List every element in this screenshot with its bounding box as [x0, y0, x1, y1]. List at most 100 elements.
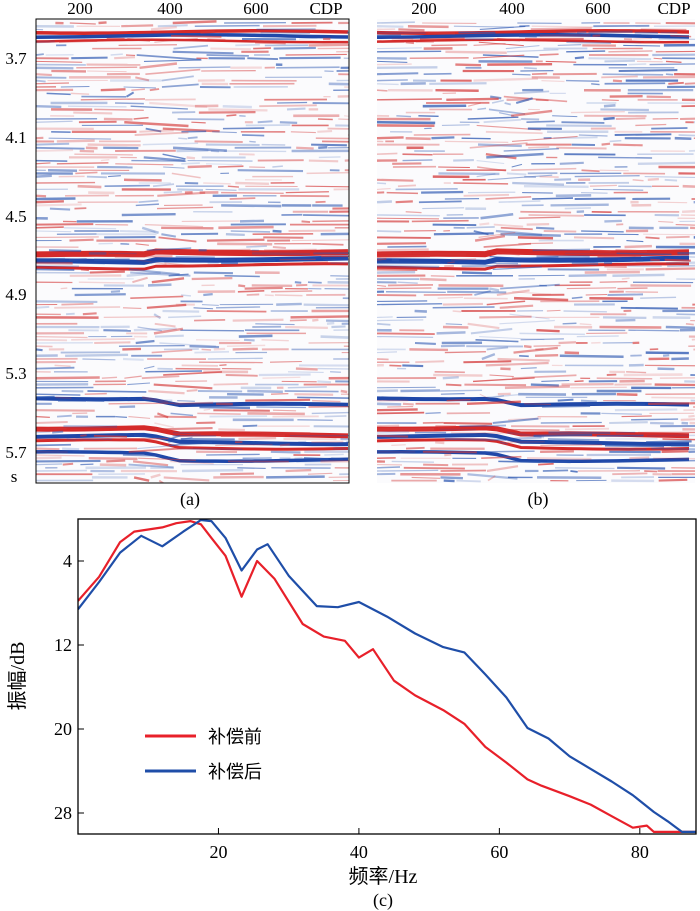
seismic-trace [128, 446, 194, 453]
seismic-trace [285, 191, 329, 194]
seismic-trace [539, 175, 559, 178]
seismic-trace [479, 222, 490, 226]
seismic-trace [402, 153, 433, 156]
seismic-trace [216, 306, 261, 309]
seismic-trace [486, 152, 544, 159]
seismic-reflector [36, 432, 349, 447]
seismic-trace [477, 107, 487, 111]
seismic-trace [664, 258, 691, 262]
seismic-reflector [36, 29, 349, 35]
seismic-panel-a-image [36, 20, 349, 483]
seismic-trace [467, 322, 500, 330]
seismic-trace [397, 184, 416, 188]
seismic-trace [431, 136, 455, 140]
seismic-trace [247, 412, 305, 416]
seismic-trace [478, 41, 524, 47]
seismic-trace [186, 156, 196, 160]
seismic-trace [581, 169, 600, 173]
seismic-trace [168, 315, 202, 319]
seismic-trace [493, 223, 524, 228]
panel-b-xtick-200: 200 [411, 0, 437, 18]
seismic-trace [213, 409, 270, 412]
seismic-trace [511, 135, 578, 142]
seismic-trace [145, 370, 203, 373]
seismic-trace [149, 101, 208, 109]
seismic-trace [80, 98, 146, 101]
seismic-trace [492, 417, 539, 425]
seismic-trace [230, 230, 271, 233]
seismic-trace [153, 383, 213, 390]
seismic-trace [614, 408, 678, 412]
seismic-trace [479, 393, 491, 400]
seismic-trace [73, 111, 113, 115]
seismic-trace [377, 187, 391, 190]
seismic-trace [405, 136, 431, 141]
chart-frame [77, 518, 697, 835]
seismic-trace [662, 438, 695, 441]
seismic-trace [607, 293, 644, 296]
y-tick-label: 12 [54, 635, 72, 655]
seismic-trace [237, 169, 304, 173]
seismic-trace [411, 476, 441, 479]
seismic-trace [87, 70, 127, 73]
seismic-trace [400, 389, 440, 393]
seismic-trace [237, 467, 266, 469]
seismic-trace [501, 252, 564, 256]
seismic-trace [377, 200, 392, 204]
seismic-trace [605, 444, 665, 448]
seismic-trace [440, 344, 465, 348]
seismic-trace [36, 40, 55, 44]
seismic-trace [36, 335, 88, 339]
seismic-trace [612, 273, 665, 278]
panel-b-xtick-400: 400 [499, 0, 525, 18]
seismic-trace [621, 415, 652, 418]
seismic-trace [72, 450, 81, 453]
seismic-trace [69, 22, 96, 25]
seismic-trace [219, 31, 259, 34]
seismic-trace [444, 140, 509, 143]
seismic-trace [377, 25, 404, 28]
seismic-trace [558, 341, 577, 345]
seismic-trace [601, 142, 611, 146]
seismic-trace [336, 69, 349, 72]
seismic-trace [520, 338, 564, 341]
seismic-reflector [36, 425, 349, 439]
seismic-trace [532, 248, 591, 252]
seismic-trace [137, 444, 176, 450]
seismic-trace [80, 268, 90, 272]
seismic-trace [224, 275, 260, 278]
seismic-trace [163, 190, 183, 194]
seismic-trace [296, 146, 314, 150]
seismic-trace [336, 79, 349, 82]
seismic-trace [591, 83, 600, 86]
seismic-trace [161, 75, 194, 82]
seismic-trace [411, 219, 469, 223]
seismic-trace [172, 111, 196, 114]
seismic-trace [512, 291, 552, 295]
seismic-trace [146, 247, 192, 251]
seismic-trace [308, 405, 349, 408]
seismic-trace [453, 25, 514, 28]
seismic-trace [685, 323, 694, 326]
seismic-trace [447, 261, 455, 264]
seismic-trace [377, 257, 387, 261]
seismic-trace [584, 270, 640, 274]
seismic-trace [56, 162, 109, 165]
seismic-trace [688, 450, 695, 453]
seismic-trace [154, 322, 176, 328]
seismic-trace [276, 302, 302, 306]
seismic-trace [568, 273, 607, 278]
seismic-trace [180, 294, 192, 297]
seismic-trace [486, 346, 509, 351]
seismic-trace [36, 463, 63, 466]
seismic-trace [206, 238, 265, 242]
seismic-trace [89, 270, 125, 274]
seismic-trace [68, 258, 87, 261]
seismic-trace [331, 457, 343, 461]
seismic-trace [311, 143, 347, 147]
seismic-trace [301, 220, 311, 224]
seismic-trace [480, 212, 514, 220]
seismic-trace [479, 315, 532, 319]
seismic-trace [308, 43, 349, 47]
